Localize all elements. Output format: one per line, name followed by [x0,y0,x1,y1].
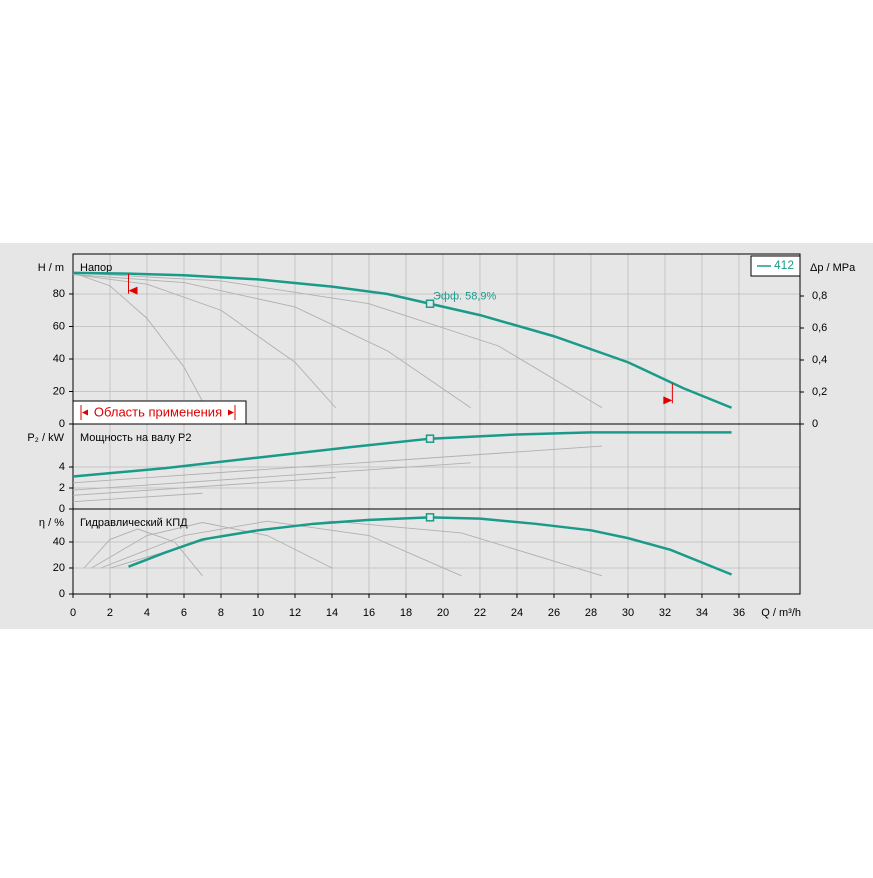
range-arrow [128,286,138,295]
y-tick-label: 0 [59,418,65,430]
y2-tick-label: 0,4 [812,354,827,366]
x-tick-label: 18 [400,607,412,619]
reference-curve [100,520,462,577]
x-tick-label: 26 [548,607,560,619]
x-tick-label: 12 [289,607,301,619]
y-tick-label: 40 [53,536,65,548]
x-tick-label: 16 [363,607,375,619]
y-tick-label: 20 [53,562,65,574]
y-tick-label: 4 [59,461,65,473]
y2-tick-label: 0,6 [812,322,827,334]
range-arrow [663,396,673,405]
legend-box [750,255,801,277]
y2-tick-label: 0 [812,418,818,430]
y2-tick-label: 0,8 [812,290,827,302]
panel-title: Гидравлический КПД [80,517,188,529]
x-tick-label: 10 [252,607,264,619]
x-tick-label: 28 [585,607,597,619]
x-tick-label: 4 [144,607,150,619]
reference-curve [72,477,336,496]
plot-frame [72,508,801,595]
reference-curve [72,272,203,402]
reference-curve [83,528,203,577]
x-tick-label: 0 [70,607,76,619]
x-tick-label: 14 [326,607,338,619]
y-tick-label: 20 [53,385,65,397]
y-axis-label: P₂ / kW [27,432,64,444]
reference-curve [72,445,603,484]
y-axis-label: η / % [39,517,64,529]
y-tick-label: 80 [53,288,65,300]
y2-tick-label: 0,2 [812,386,827,398]
duty-point [425,434,435,443]
y-axis-label: H / m [38,262,64,274]
x-tick-label: 30 [622,607,634,619]
panel-title: Мощность на валу P2 [80,432,192,444]
y-tick-label: 2 [59,482,65,494]
duty-point-label: Эфф. 58,9% [433,291,497,303]
y-tick-label: 40 [53,353,65,365]
x-tick-label: 20 [437,607,449,619]
x-tick-label: 8 [218,607,224,619]
range-arrow [228,409,234,416]
main-curve [72,271,733,409]
x-tick-label: 22 [474,607,486,619]
x-tick-label: 24 [511,607,523,619]
reference-curve [72,274,337,409]
y2-axis-label: Δp / MPa [810,262,856,274]
x-tick-label: 36 [733,607,745,619]
reference-curve [72,274,471,409]
duty-point [425,513,435,522]
x-tick-label: 6 [181,607,187,619]
range-arrow [82,409,88,416]
y-tick-label: 0 [59,588,65,600]
x-tick-label: 2 [107,607,113,619]
y-tick-label: 0 [59,503,65,515]
reference-curve [72,272,603,409]
x-tick-label: 34 [696,607,708,619]
x-axis-label: Q / m³/h [761,607,801,619]
range-label: Область применения [94,404,222,419]
duty-point [425,299,435,308]
reference-curve [72,462,471,491]
main-curve [72,431,732,478]
reference-curve [91,522,333,569]
legend-label: 412 [774,258,794,272]
reference-curve [72,492,203,503]
panel-title: Напор [80,262,112,274]
x-tick-label: 32 [659,607,671,619]
y-tick-label: 60 [53,320,65,332]
